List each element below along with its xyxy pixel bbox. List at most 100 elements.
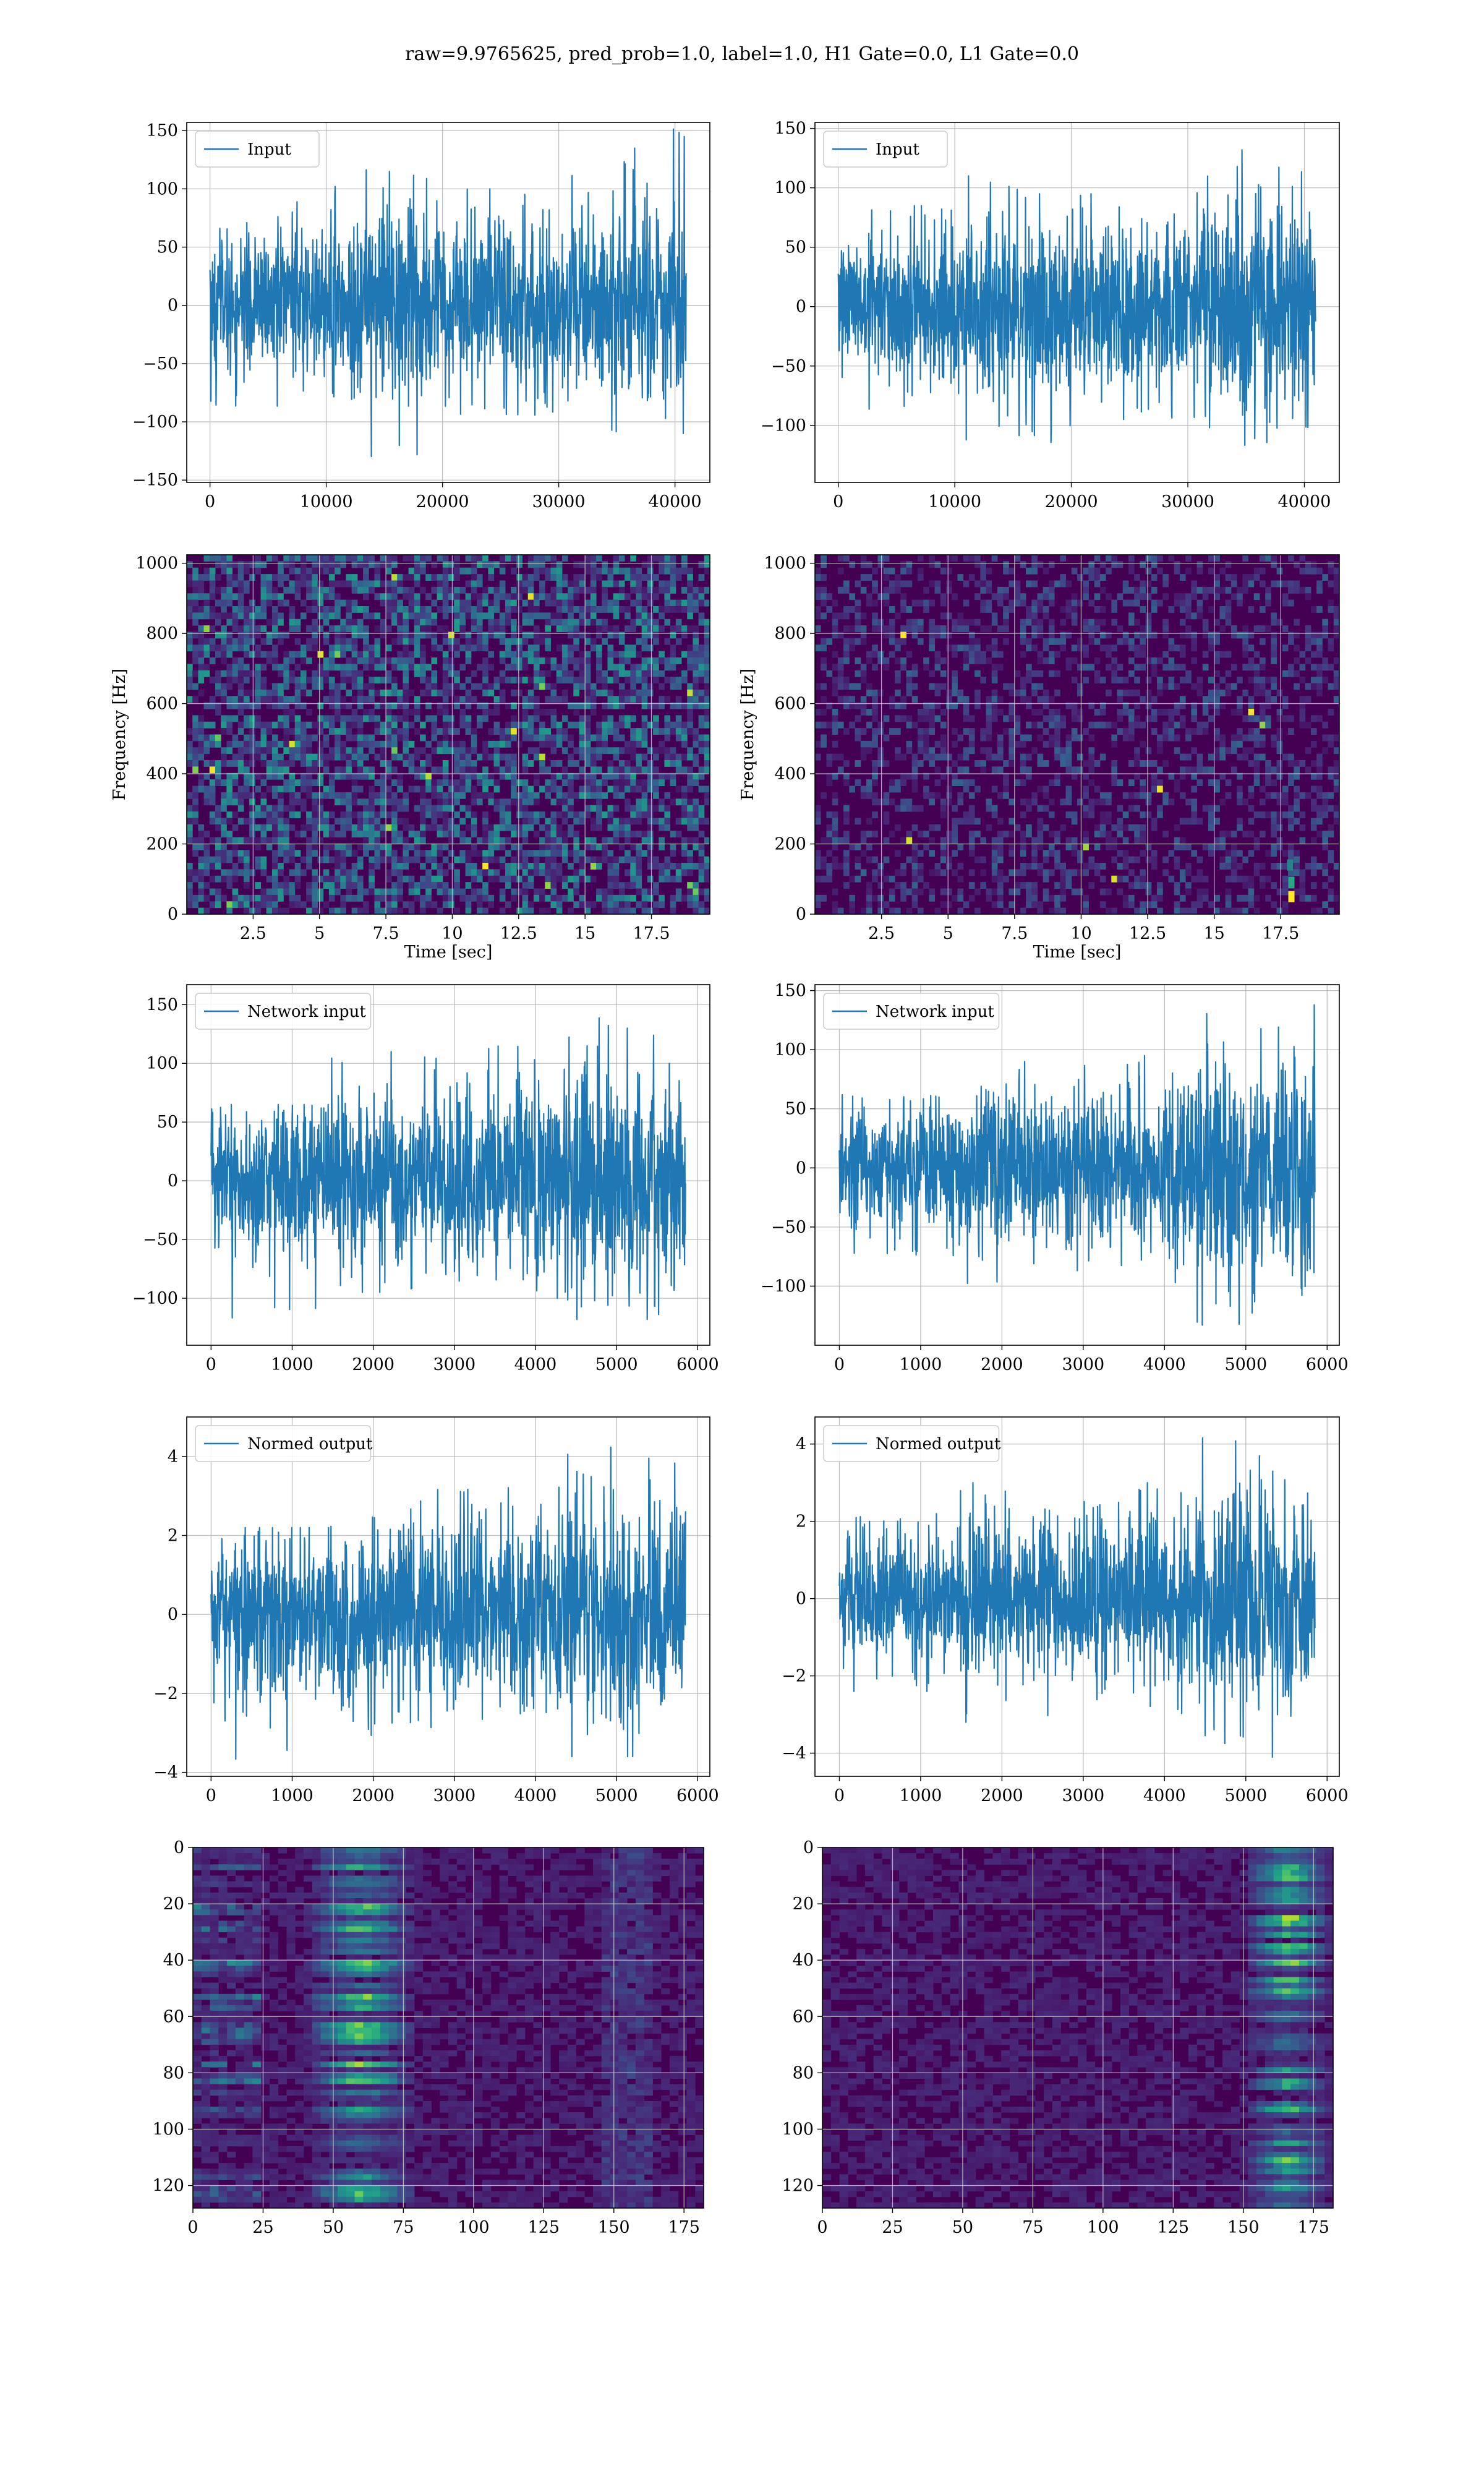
l1-spectrogram-cell <box>877 869 884 876</box>
h1-spectrogram-cell <box>647 625 654 632</box>
h1-spectrogram-cell <box>681 785 688 793</box>
h1-spectrogram-cell <box>533 792 540 799</box>
h1-spectrogram-cell <box>237 638 244 645</box>
h1-spectrogram-cell <box>659 798 665 806</box>
h1-spectrogram-cell <box>556 664 563 671</box>
l1-spectrogram-cell <box>991 856 998 863</box>
l1-spectrogram-cell <box>826 869 833 876</box>
l1-spectrogram-cell <box>1106 811 1112 818</box>
l1-spectrogram-cell <box>1020 843 1026 850</box>
h1-spectrogram-cell <box>323 561 330 568</box>
l1-spectrogram-cell <box>1009 689 1015 696</box>
l1-spectrogram-cell <box>1151 664 1158 671</box>
h1-spectrogram-cell <box>255 907 262 915</box>
l1-spectrogram-cell <box>991 875 998 883</box>
l1-spectrogram-cell <box>1060 824 1067 831</box>
h1-spectrogram-cell <box>442 792 449 799</box>
l1-spectrogram-cell <box>906 618 913 626</box>
l1-spectrogram-cell <box>1037 670 1044 677</box>
h1-spectrogram-cell <box>625 677 631 683</box>
h1-spectrogram-cell <box>704 644 710 652</box>
l1-spectrogram-cell <box>1060 863 1067 870</box>
l1-spectrogram-cell <box>1060 555 1067 562</box>
l1-spectrogram-cell <box>1099 618 1106 626</box>
h1-spectrogram-cell <box>630 734 636 742</box>
h1-spectrogram-cell <box>414 709 420 716</box>
l1-spectrogram-cell <box>1031 709 1038 716</box>
h1-spectrogram-cell <box>613 728 620 735</box>
l1-spectrogram-cell <box>1111 670 1118 677</box>
h1-spectrogram-cell <box>647 657 654 664</box>
h1-spectrogram-cell <box>323 567 330 575</box>
h1-spectrogram-cell <box>527 747 534 755</box>
h1-spectrogram-cell <box>568 785 574 793</box>
h1-spectrogram-cell <box>431 856 438 863</box>
h1-spectrogram-cell <box>618 856 625 863</box>
l1-spectrogram-cell <box>855 599 861 607</box>
h1-spectrogram-cell <box>641 766 648 774</box>
h1-spectrogram-cell <box>459 888 466 896</box>
h1-spectrogram-cell <box>300 561 307 568</box>
h1-spectrogram-cell <box>527 580 534 588</box>
l1-spectrogram-cell <box>1179 606 1186 613</box>
h1-spectrogram-cell <box>704 696 710 703</box>
l1-spectrogram-cell <box>957 888 964 896</box>
l1-spectrogram-cell <box>1191 709 1198 716</box>
h1-spectrogram-cell <box>527 811 534 818</box>
h1-spectrogram-cell <box>579 818 586 825</box>
h1-spectrogram-cell <box>499 798 506 806</box>
h1-spectrogram-cell <box>385 740 392 748</box>
h1-input-xtick-label-2: 20000 <box>416 492 469 511</box>
h1-spectrogram-cell <box>488 567 495 575</box>
h1-spectrogram-cell <box>499 580 506 588</box>
h1-spectrogram-cell <box>636 831 642 837</box>
h1-spectrogram-cell <box>442 715 449 722</box>
l1-spectrogram-cell <box>832 888 838 896</box>
h1-spectrogram-cell <box>454 785 460 793</box>
h1-spectrogram-cell <box>414 638 420 645</box>
h1-spectrogram-cell <box>704 677 710 683</box>
h1-spectrogram-cell <box>568 651 574 658</box>
l1-spectrogram-cell <box>1043 567 1049 575</box>
l1-spectrogram-cell <box>1048 631 1055 639</box>
h1-spectrogram-cell <box>550 779 557 786</box>
l1-spectrogram-cell <box>900 715 906 722</box>
h1-spectrogram-cell <box>317 586 324 594</box>
l1-spectrogram-cell <box>849 901 856 909</box>
l1-spectrogram-cell <box>1071 606 1078 613</box>
l1-spectrogram-cell <box>991 837 998 844</box>
h1-spectrogram-cell <box>278 580 284 588</box>
h1-spectrogram-cell <box>556 792 563 799</box>
h1-spectrogram-cell <box>232 715 239 722</box>
h1-spectrogram-cell <box>317 664 324 671</box>
l1-spectrogram-cell <box>1031 901 1038 909</box>
l1-spectrogram-cell <box>957 798 964 806</box>
h1-spectrogram-cell <box>602 618 608 626</box>
l1-spectrogram-cell <box>1151 779 1158 786</box>
h1-spectrogram-cell <box>596 856 602 863</box>
h1-spectrogram-cell <box>636 677 642 683</box>
h1-spectrogram-cell <box>278 683 284 690</box>
h1-spectrogram-cell <box>476 664 483 671</box>
h1-spectrogram-cell <box>561 856 568 863</box>
h1-spectrogram-cell <box>505 824 511 831</box>
l1-spectrogram-cell <box>1060 606 1067 613</box>
h1-spectrogram-cell <box>602 811 608 818</box>
h1-spectrogram-cell <box>442 677 449 683</box>
h1-spectrogram-cell <box>198 606 205 613</box>
h1-spectrogram-cell <box>505 863 511 870</box>
h1-spectrogram-cell <box>675 869 682 876</box>
h1-spectrogram-cell <box>476 702 483 709</box>
h1-spectrogram-cell <box>369 773 375 780</box>
l1-spectrogram-cell <box>860 664 867 671</box>
h1-spectrogram-cell <box>328 651 335 658</box>
l1-spectrogram-cell <box>843 638 850 645</box>
h1-spectrogram-cell <box>340 644 346 652</box>
h1-spectrogram-cell <box>448 561 454 568</box>
h1-spectrogram-cell <box>584 721 591 729</box>
h1-spectrogram-cell <box>351 696 358 703</box>
h1-spectrogram-cell <box>312 869 318 876</box>
l1-spectrogram-cell <box>1151 574 1158 581</box>
h1-spectrogram-cell <box>340 721 346 729</box>
h1-spectrogram-cell <box>704 766 710 774</box>
